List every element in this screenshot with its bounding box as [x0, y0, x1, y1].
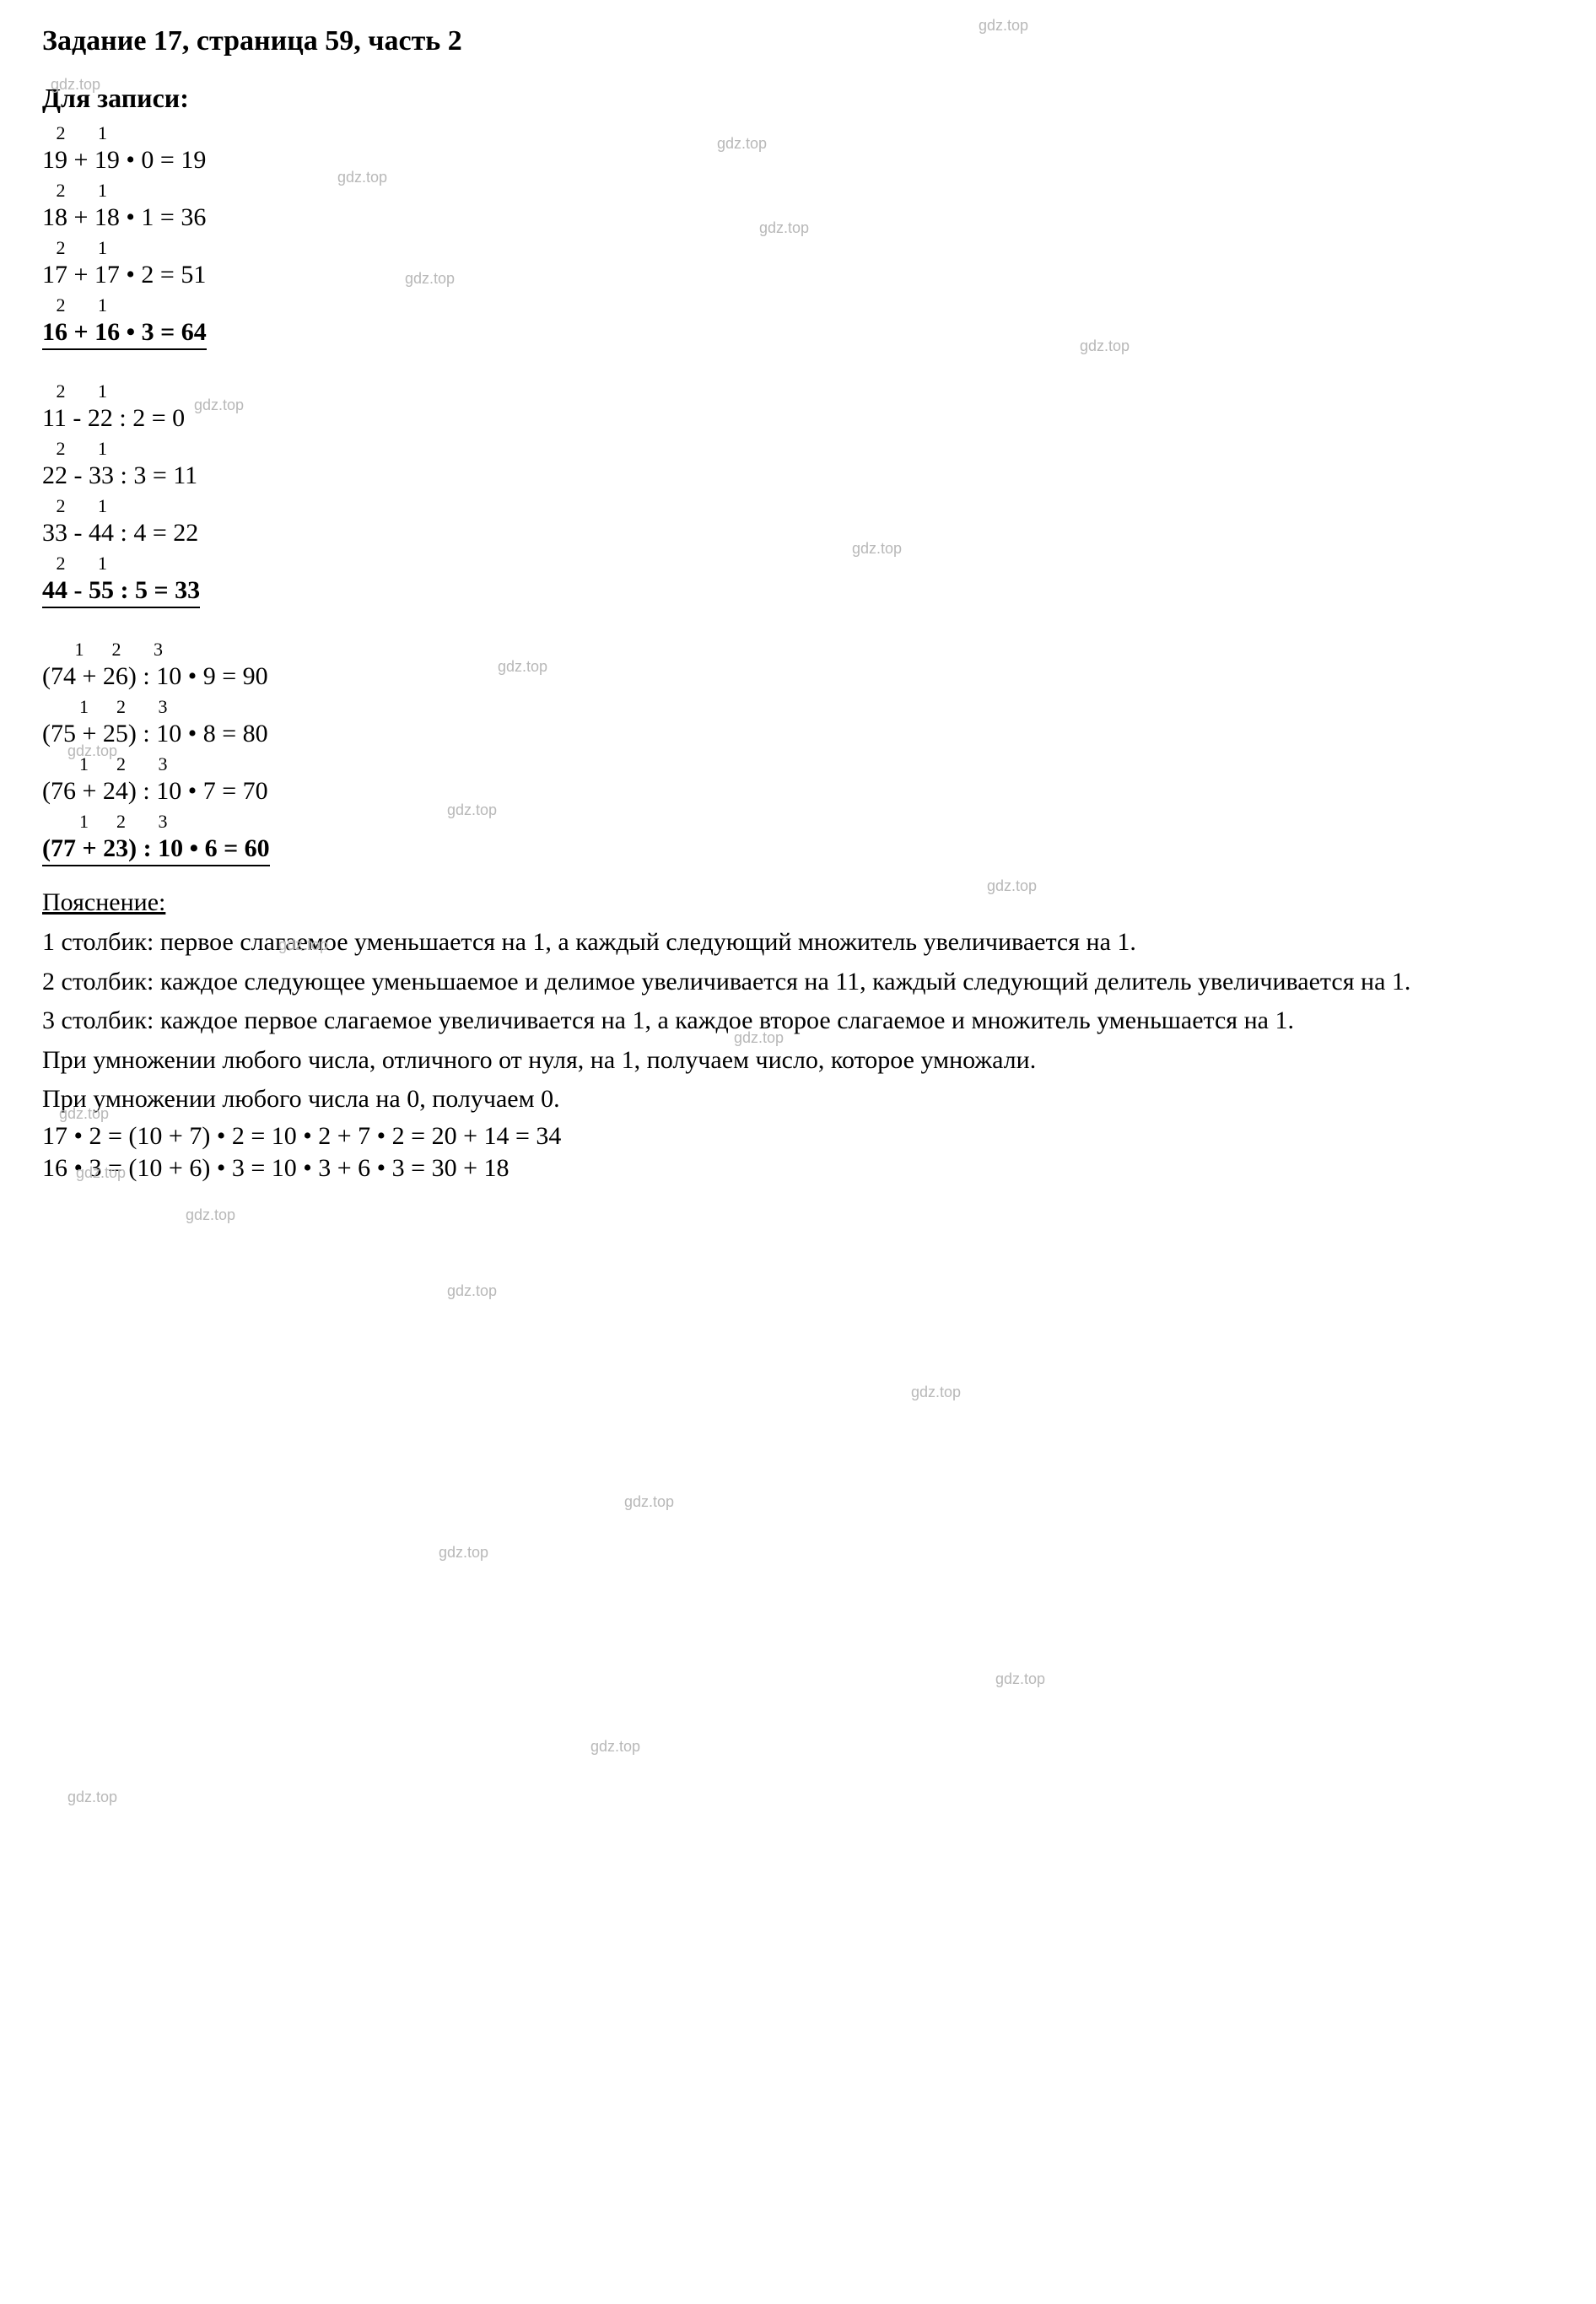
sup-row: 2 1: [42, 495, 1554, 517]
explanation-equation: 17 • 2 = (10 + 7) • 2 = 10 • 2 + 7 • 2 =…: [42, 1122, 1554, 1151]
explanation-para: 3 столбик: каждое первое слагаемое увели…: [42, 1004, 1554, 1039]
sup-row: 2 1: [42, 237, 1554, 259]
watermark: gdz.top: [439, 1544, 488, 1562]
equation-row: (74 + 26) : 10 • 9 = 90: [42, 662, 1554, 691]
watermark: gdz.top: [911, 1384, 961, 1401]
watermark: gdz.top: [67, 742, 117, 760]
watermark: gdz.top: [186, 1206, 235, 1224]
watermark: gdz.top: [852, 540, 902, 558]
page-title: Задание 17, страница 59, часть 2: [42, 25, 1554, 57]
watermark: gdz.top: [51, 76, 100, 94]
sup-row: 1 2 3: [42, 696, 1554, 718]
sup-row: 1 2 3: [42, 639, 1554, 661]
sup-row: 1 2 3: [42, 753, 1554, 775]
sup-row: 2 1: [42, 380, 1554, 402]
watermark: gdz.top: [734, 1029, 784, 1047]
sup-row: 2 1: [42, 294, 1554, 316]
watermark: gdz.top: [278, 936, 328, 954]
explanation-para: 2 столбик: каждое следующее уменьшаемое …: [42, 965, 1554, 1000]
sup-row: 2 1: [42, 122, 1554, 144]
watermark: gdz.top: [759, 219, 809, 237]
explanation-title: Пояснение:: [42, 888, 1554, 917]
watermark: gdz.top: [405, 270, 455, 288]
watermark: gdz.top: [717, 135, 767, 153]
watermark: gdz.top: [194, 397, 244, 414]
watermark: gdz.top: [979, 17, 1028, 35]
explanation-para: При умножении любого числа, отличного от…: [42, 1044, 1554, 1078]
watermark: gdz.top: [337, 169, 387, 186]
sup-row: 2 1: [42, 438, 1554, 460]
equation-row: 22 - 33 : 3 = 11: [42, 461, 1554, 490]
explanation-para: 1 столбик: первое слагаемое уменьшается …: [42, 925, 1554, 960]
explanation-equation: 16 • 3 = (10 + 6) • 3 = 10 • 3 + 6 • 3 =…: [42, 1154, 1554, 1183]
equation-row: 19 + 19 • 0 = 19: [42, 146, 1554, 175]
watermark: gdz.top: [1080, 337, 1130, 355]
equation-row: 17 + 17 • 2 = 51: [42, 261, 1554, 289]
equation-row: 33 - 44 : 4 = 22: [42, 519, 1554, 548]
watermark: gdz.top: [447, 1282, 497, 1300]
watermark: gdz.top: [987, 877, 1037, 895]
watermark: gdz.top: [498, 658, 547, 676]
equation-block-3: 1 2 3 (74 + 26) : 10 • 9 = 90 1 2 3 (75 …: [42, 639, 1554, 871]
equation-row: (76 + 24) : 10 • 7 = 70: [42, 777, 1554, 806]
watermark: gdz.top: [624, 1493, 674, 1511]
watermark: gdz.top: [76, 1164, 126, 1182]
watermark: gdz.top: [590, 1738, 640, 1756]
watermark: gdz.top: [995, 1670, 1045, 1688]
sup-row: 2 1: [42, 180, 1554, 202]
equation-row-bold: (77 + 23) : 10 • 6 = 60: [42, 834, 270, 866]
sup-row: 2 1: [42, 553, 1554, 575]
explanation-para: При умножении любого числа на 0, получае…: [42, 1082, 1554, 1117]
equation-block-1: 2 1 19 + 19 • 0 = 19 2 1 18 + 18 • 1 = 3…: [42, 122, 1554, 355]
watermark: gdz.top: [59, 1105, 109, 1123]
subtitle: Для записи:: [42, 83, 1554, 114]
equation-row: (75 + 25) : 10 • 8 = 80: [42, 720, 1554, 748]
equation-block-2: 2 1 11 - 22 : 2 = 0 2 1 22 - 33 : 3 = 11…: [42, 380, 1554, 613]
equation-row-bold: 16 + 16 • 3 = 64: [42, 318, 207, 350]
equation-row: 11 - 22 : 2 = 0: [42, 404, 1554, 433]
sup-row: 1 2 3: [42, 811, 1554, 833]
watermark: gdz.top: [447, 801, 497, 819]
equation-row-bold: 44 - 55 : 5 = 33: [42, 576, 200, 608]
watermark: gdz.top: [67, 1789, 117, 1806]
